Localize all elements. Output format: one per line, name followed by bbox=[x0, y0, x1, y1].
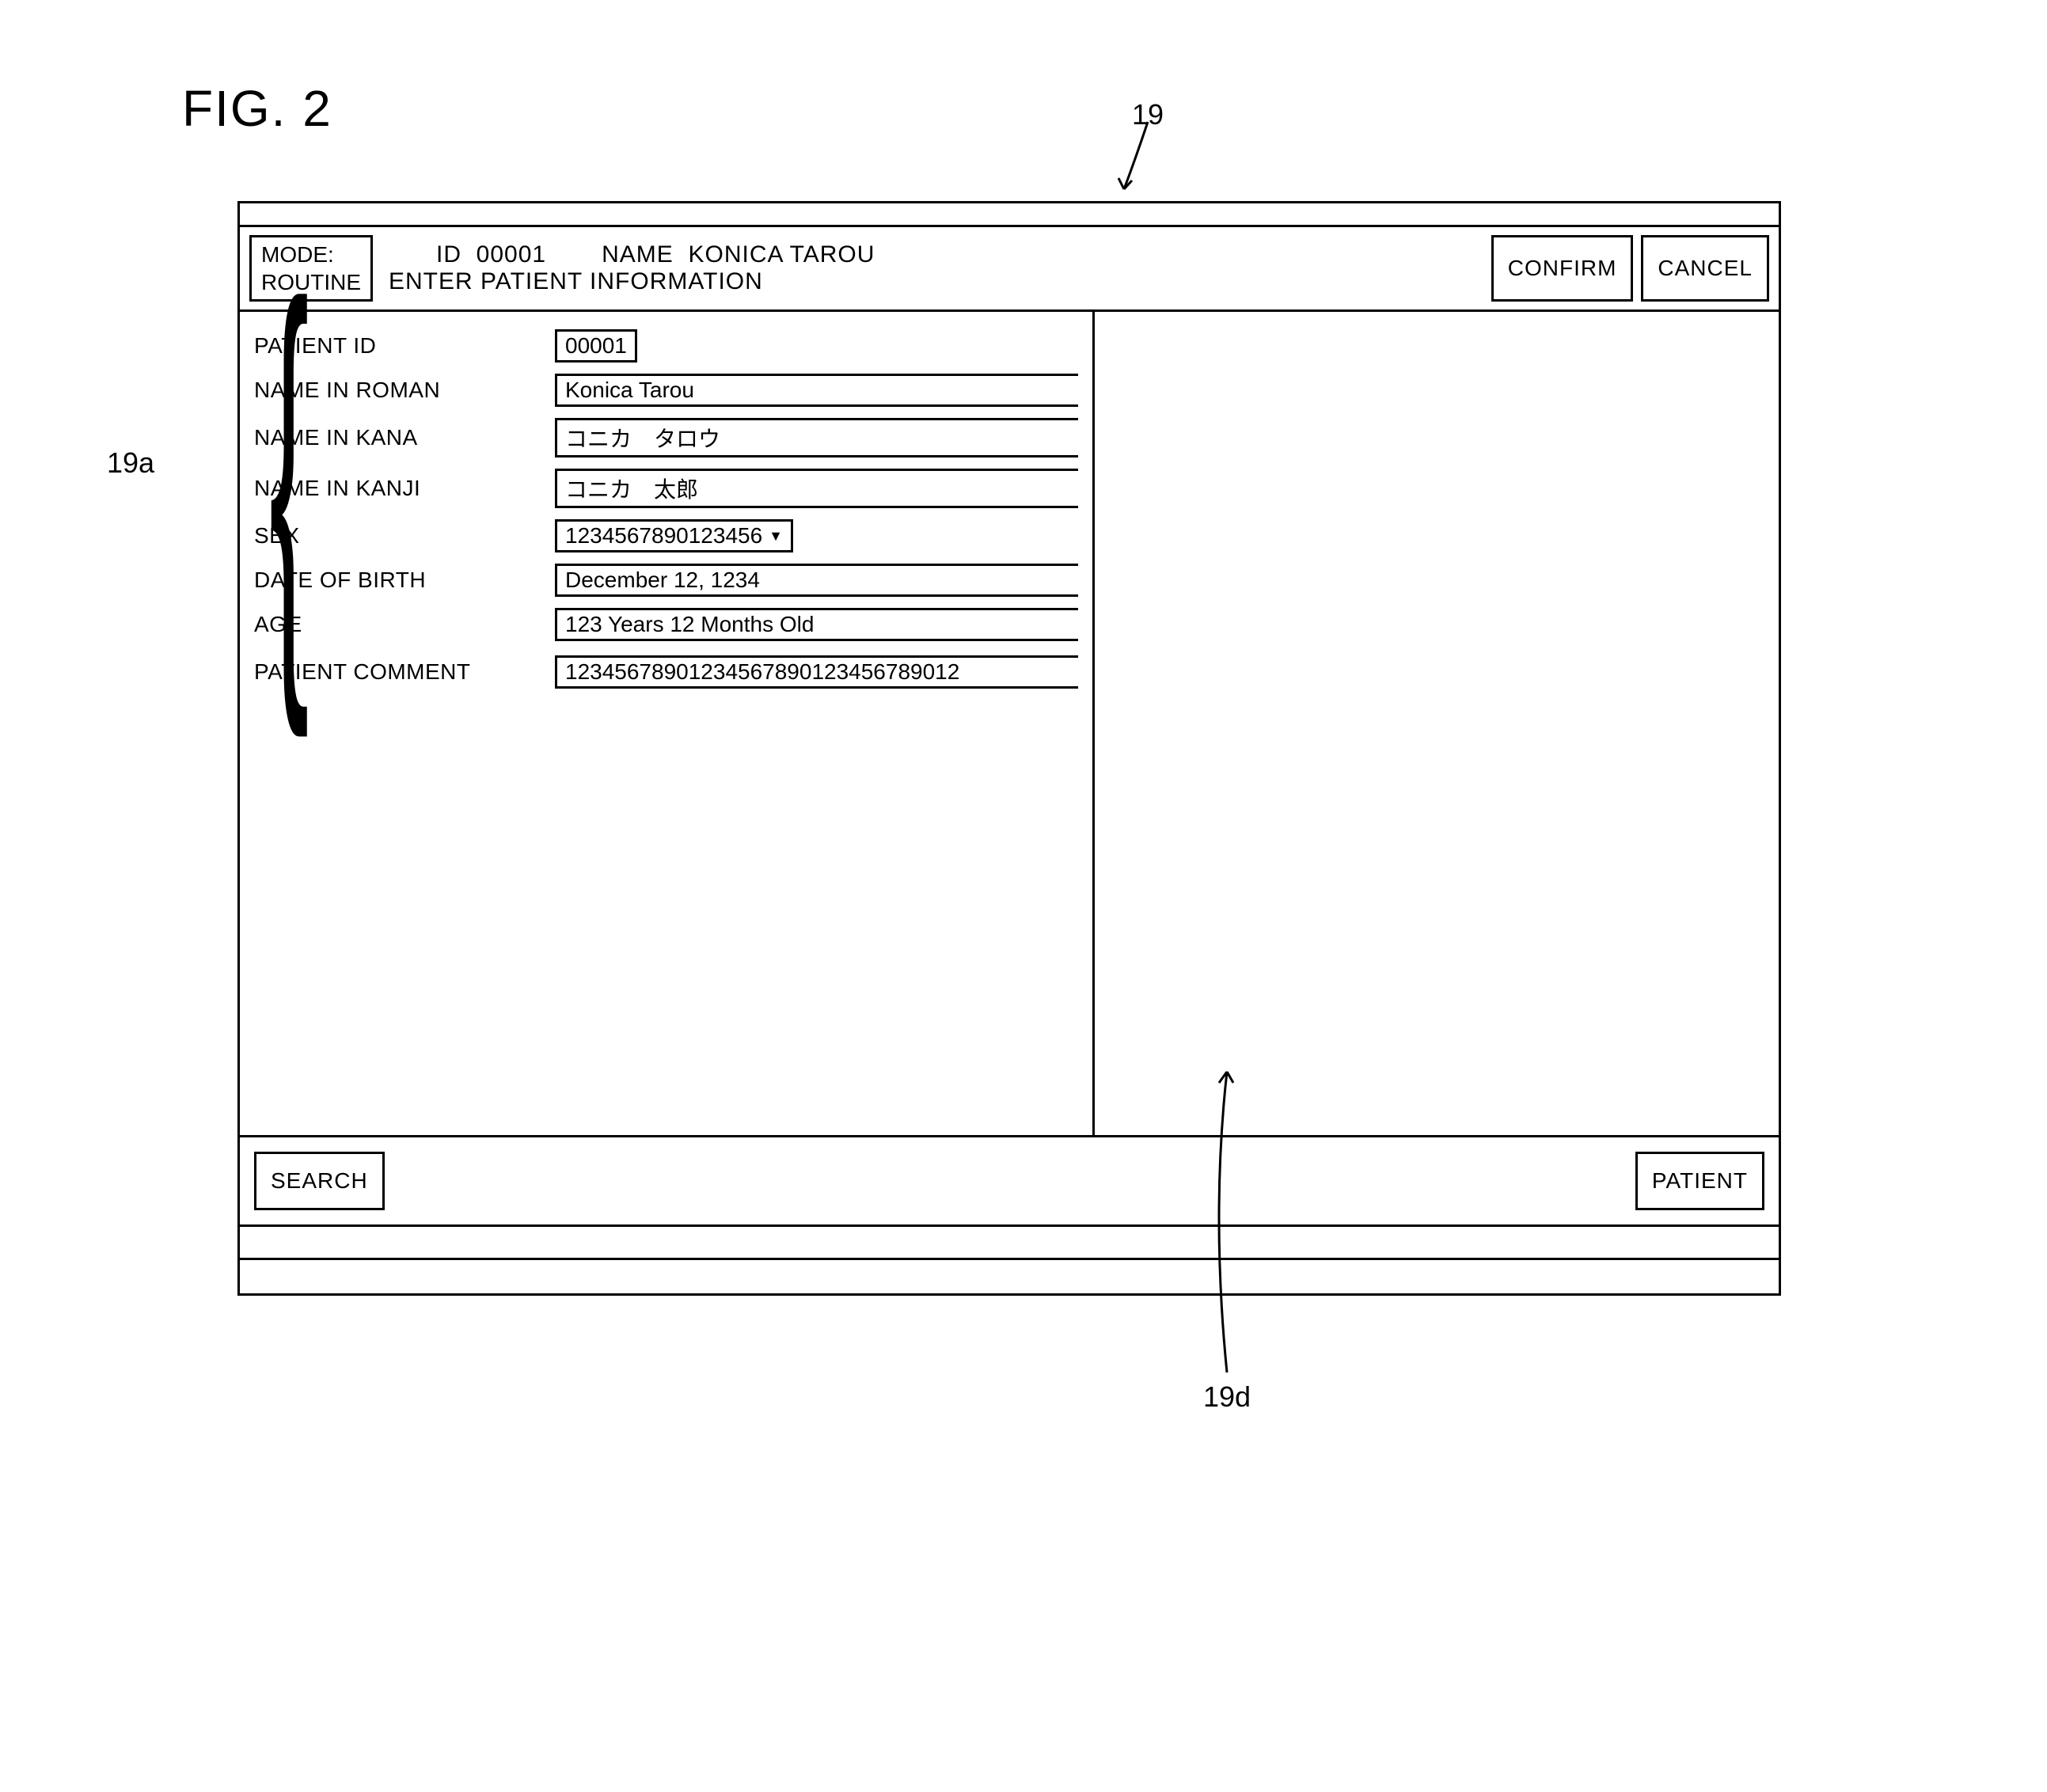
figure-label: FIG. 2 bbox=[182, 79, 1889, 138]
id-label: ID bbox=[436, 241, 461, 268]
field-input[interactable]: Konica Tarou bbox=[555, 374, 1078, 407]
field-value: Konica Tarou bbox=[565, 378, 694, 403]
header-line1: ID 00001 NAME KONICA TAROU bbox=[389, 241, 1475, 268]
mode-box: MODE: ROUTINE bbox=[249, 235, 373, 302]
field-input[interactable]: 00001 bbox=[555, 329, 637, 363]
field-value: 12345678901234567890123456789012 bbox=[565, 659, 959, 685]
field-input[interactable]: 12345678901234567890123456789012 bbox=[555, 655, 1078, 689]
window: MODE: ROUTINE ID 00001 NAME KONICA TAROU… bbox=[237, 201, 1781, 1296]
header-name: NAME KONICA TAROU bbox=[602, 241, 875, 268]
footer-row-2 bbox=[240, 1227, 1779, 1260]
chevron-down-icon[interactable]: ▼ bbox=[769, 528, 783, 545]
form-row: NAME IN KANAコニカ タロウ bbox=[254, 418, 1078, 457]
right-panel bbox=[1095, 312, 1779, 1135]
search-button[interactable]: SEARCH bbox=[254, 1152, 385, 1210]
id-value: 00001 bbox=[477, 241, 546, 268]
form-row: SEX1234567890123456▼ bbox=[254, 519, 1078, 552]
form-row: AGE123 Years 12 Months Old bbox=[254, 608, 1078, 641]
name-value: KONICA TAROU bbox=[688, 241, 875, 268]
field-input[interactable]: コニカ 太郎 bbox=[555, 469, 1078, 508]
form-row: NAME IN ROMANKonica Tarou bbox=[254, 374, 1078, 407]
header-subtitle: ENTER PATIENT INFORMATION bbox=[389, 268, 1475, 295]
field-value: 123 Years 12 Months Old bbox=[565, 612, 814, 637]
field-value: コニカ タロウ bbox=[565, 422, 720, 454]
figure-wrap: 19 19a { 19d MODE: ROUTINE ID 00001 bbox=[237, 201, 1889, 1296]
field-input[interactable]: 1234567890123456 ▼ bbox=[555, 519, 793, 552]
form-panel: PATIENT ID00001 NAME IN ROMANKonica Tarou… bbox=[240, 312, 1095, 1135]
field-value: コニカ 太郎 bbox=[565, 473, 698, 504]
patient-button[interactable]: PATIENT bbox=[1635, 1152, 1764, 1210]
form-row: DATE OF BIRTHDecember 12, 1234 bbox=[254, 564, 1078, 597]
form-row: NAME IN KANJIコニカ 太郎 bbox=[254, 469, 1078, 508]
field-value: December 12, 1234 bbox=[565, 568, 760, 593]
field-input[interactable]: コニカ タロウ bbox=[555, 418, 1078, 457]
name-label: NAME bbox=[602, 241, 674, 268]
callout-19a: 19a bbox=[107, 446, 154, 480]
field-value: 1234567890123456 bbox=[565, 523, 762, 549]
header-buttons: CONFIRM CANCEL bbox=[1491, 235, 1769, 302]
field-input[interactable]: 123 Years 12 Months Old bbox=[555, 608, 1078, 641]
header: MODE: ROUTINE ID 00001 NAME KONICA TAROU… bbox=[240, 227, 1779, 312]
footer-row-1: SEARCH PATIENT bbox=[240, 1135, 1779, 1227]
callout-19a-brace: { bbox=[269, 237, 309, 712]
form-row: PATIENT COMMENT1234567890123456789012345… bbox=[254, 655, 1078, 689]
main: PATIENT ID00001 NAME IN ROMANKonica Tarou… bbox=[240, 312, 1779, 1135]
callout-19d: 19d bbox=[1203, 1380, 1251, 1414]
header-id: ID 00001 bbox=[436, 241, 546, 268]
callout-19: 19 bbox=[1132, 98, 1164, 131]
titlebar bbox=[240, 203, 1779, 227]
cancel-button[interactable]: CANCEL bbox=[1641, 235, 1769, 302]
footer-row-3 bbox=[240, 1260, 1779, 1293]
field-value: 00001 bbox=[565, 333, 627, 359]
confirm-button[interactable]: CONFIRM bbox=[1491, 235, 1634, 302]
form-row: PATIENT ID00001 bbox=[254, 329, 1078, 363]
field-input[interactable]: December 12, 1234 bbox=[555, 564, 1078, 597]
header-center: ID 00001 NAME KONICA TAROU ENTER PATIENT… bbox=[389, 235, 1475, 302]
